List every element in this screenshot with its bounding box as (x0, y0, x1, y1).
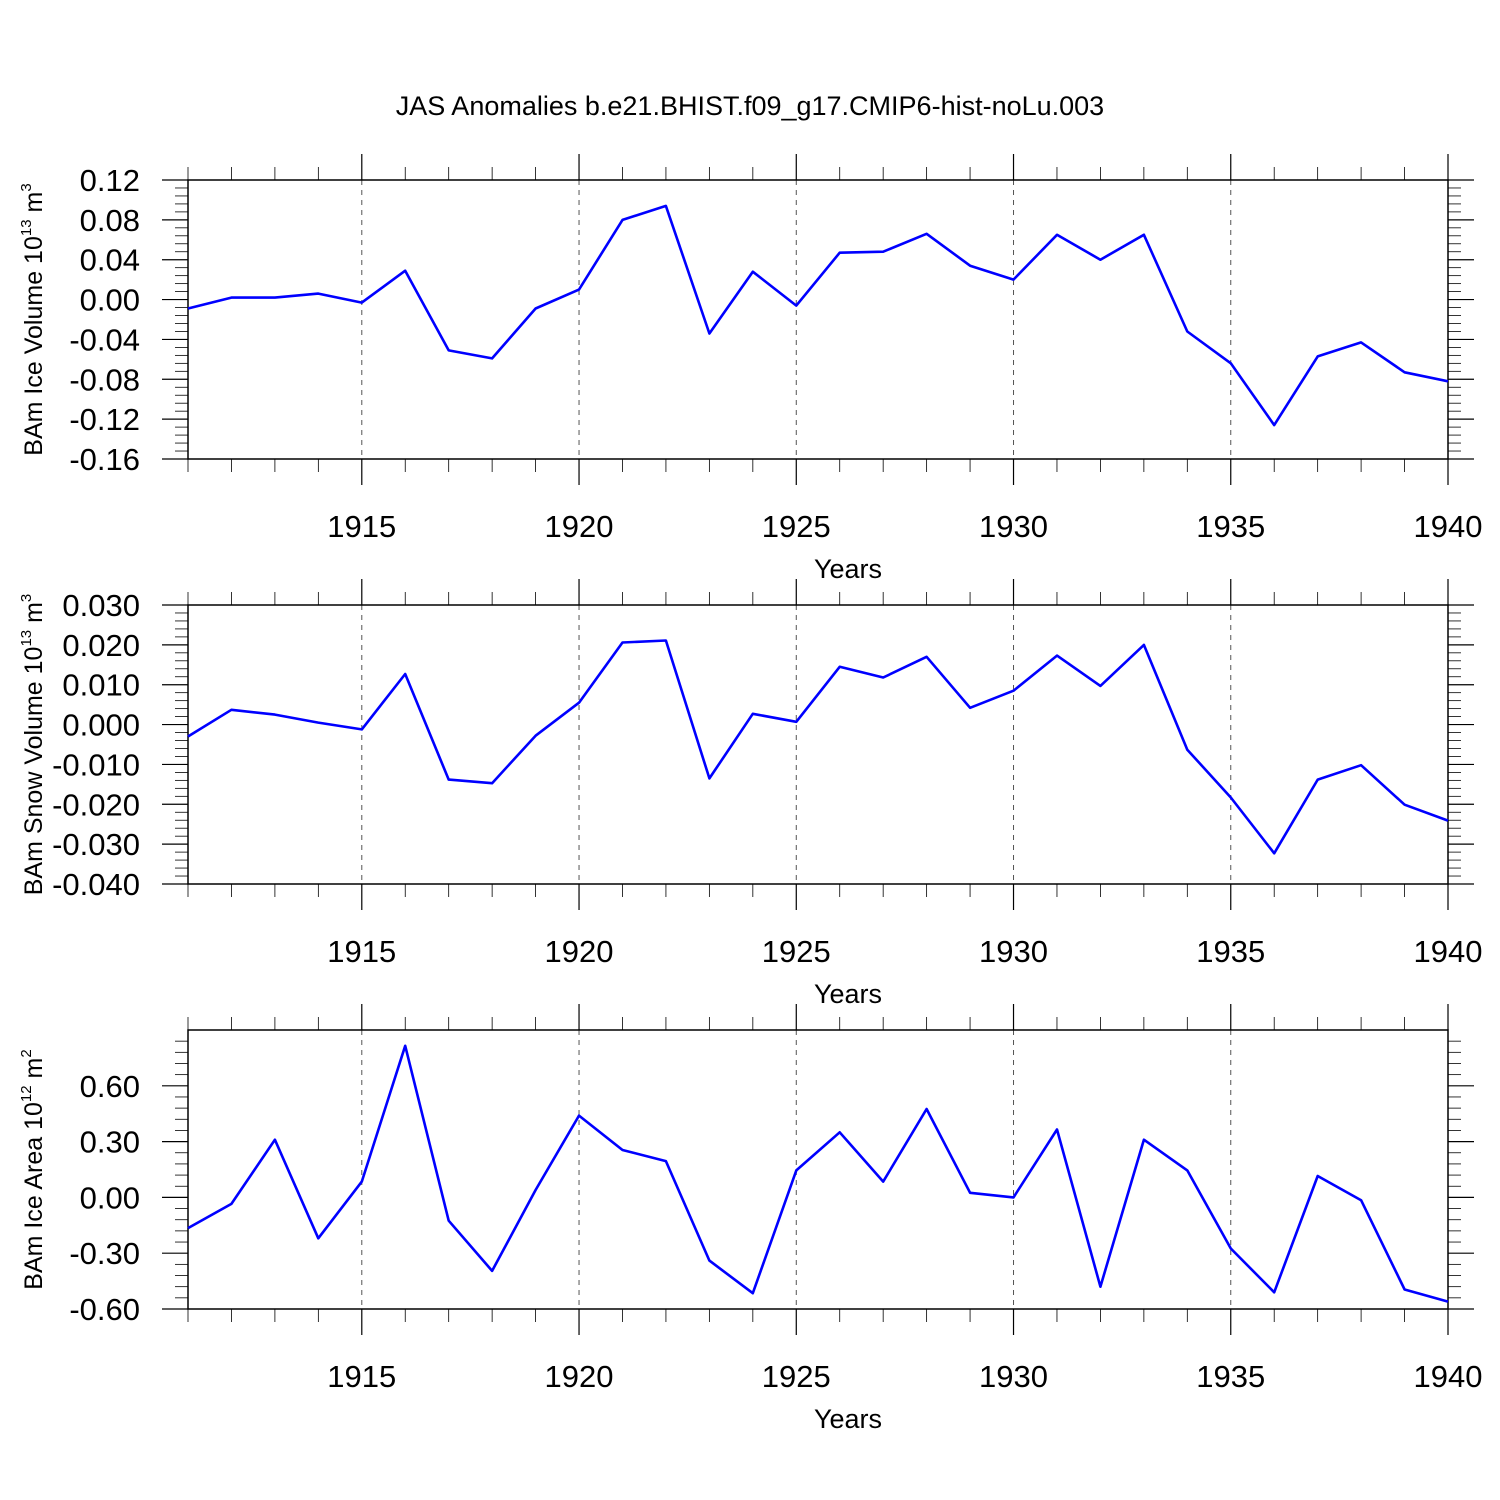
y-tick-label: -0.020 (52, 787, 140, 822)
y-tick-label: 0.30 (80, 1125, 140, 1160)
x-tick-label: 1935 (1196, 934, 1265, 969)
chart-panel-3: 1915 1920 1925 1930 1935 1940 0.60 0.30 0.00 -0.3… (18, 1004, 1482, 1434)
y-tick-label: 0.04 (80, 243, 140, 278)
x-tick-label: 1930 (979, 1359, 1048, 1394)
x-tick-label: 1915 (327, 934, 396, 969)
plot-frame (187, 1029, 1449, 1310)
x-tick-label: 1940 (1414, 1359, 1483, 1394)
x-tick-label: 1930 (979, 509, 1048, 544)
x-tick-label: 1930 (979, 934, 1048, 969)
y-tick-label: 0.020 (62, 628, 140, 663)
y-tick-label: -0.040 (52, 867, 140, 902)
x-axis-label: Years (814, 979, 882, 1009)
x-tick-label: 1920 (545, 1359, 614, 1394)
x-tick-label: 1935 (1196, 509, 1265, 544)
series-line (187, 639, 1449, 855)
y-tick-label: -0.12 (69, 402, 140, 437)
x-tick-label: 1940 (1414, 934, 1483, 969)
plot-frame (187, 179, 1449, 460)
y-tick-label: -0.04 (69, 322, 140, 357)
x-tick-label: 1915 (327, 1359, 396, 1394)
y-tick-label: 0.08 (80, 203, 140, 238)
y-tick-label: 0.00 (80, 1180, 140, 1215)
y-tick-label: -0.030 (52, 827, 140, 862)
x-tick-label: 1925 (762, 934, 831, 969)
y-tick-label: 0.60 (80, 1069, 140, 1104)
x-tick-label: 1925 (762, 1359, 831, 1394)
series-line (187, 1044, 1449, 1303)
chart-title: JAS Anomalies b.e21.BHIST.f09_g17.CMIP6-… (396, 91, 1104, 121)
y-tick-label: 0.00 (80, 283, 140, 318)
y-tick-label: -0.30 (69, 1236, 140, 1271)
y-tick-label: 0.030 (62, 588, 140, 623)
x-tick-label: 1915 (327, 509, 396, 544)
y-tick-label: 0.000 (62, 708, 140, 743)
y-tick-label: 0.12 (80, 163, 140, 198)
x-tick-label: 1920 (545, 509, 614, 544)
y-tick-label: 0.010 (62, 668, 140, 703)
y-tick-label: -0.08 (69, 362, 140, 397)
chart-panel-1: 1915 1920 1925 1930 1935 1940 0.12 0.08 0.04 0.00… (18, 154, 1482, 584)
y-tick-label: -0.16 (69, 442, 140, 477)
y-axis-label: BAm Ice Area 1012 m2 (18, 1049, 48, 1289)
plot-frame (187, 604, 1449, 885)
x-tick-label: 1935 (1196, 1359, 1265, 1394)
chart-panel-2: 1915 1920 1925 1930 1935 1940 0.030 0.020 0.010 0… (18, 579, 1482, 1009)
x-tick-label: 1920 (545, 934, 614, 969)
series-line (187, 204, 1449, 427)
y-axis-label: BAm Ice Volume 1013 m3 (18, 183, 48, 455)
y-tick-label: -0.60 (69, 1292, 140, 1327)
x-axis-label: Years (814, 554, 882, 584)
y-tick-label: -0.010 (52, 747, 140, 782)
x-axis-label: Years (814, 1404, 882, 1434)
y-axis-label: BAm Snow Volume 1013 m3 (18, 594, 48, 896)
x-tick-label: 1940 (1414, 509, 1483, 544)
x-tick-label: 1925 (762, 509, 831, 544)
